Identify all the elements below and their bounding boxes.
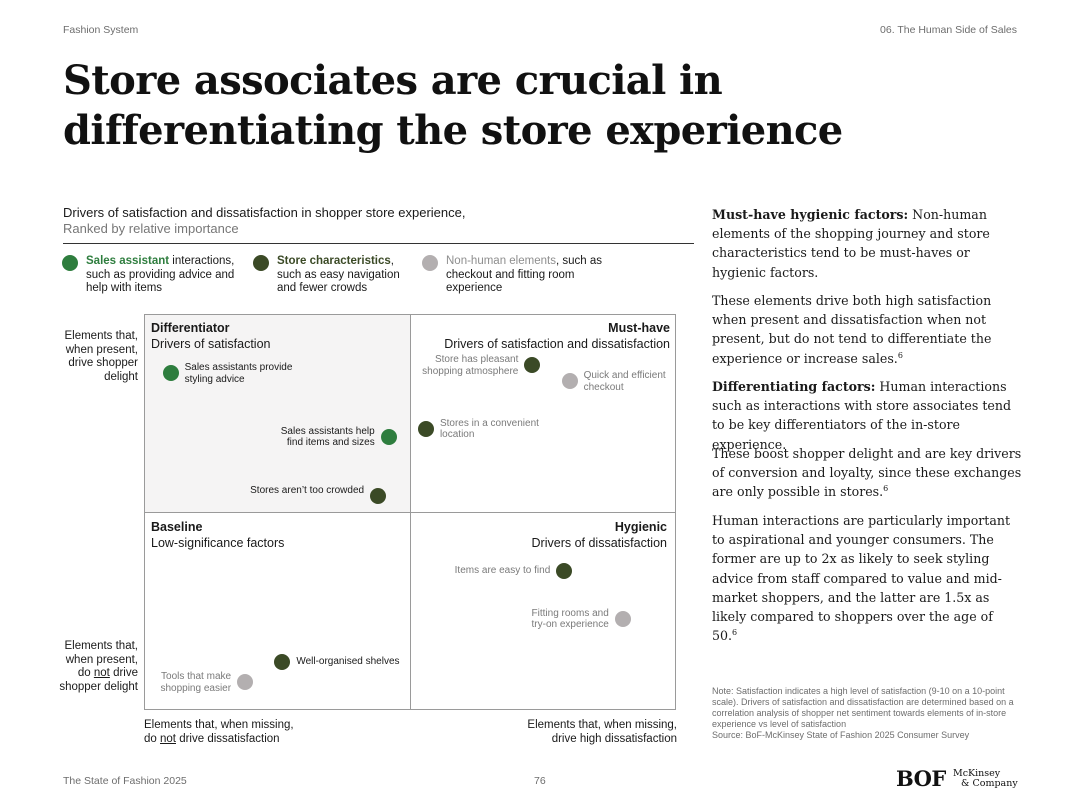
sidebar-para-must-have: Must-have hygienic factors: Non-human el… [712, 207, 990, 280]
legend-item-sales-assistant: Sales assistant interactions, such as pr… [62, 255, 246, 296]
quadrant-name: Must-have [608, 321, 670, 335]
chart-point [370, 488, 387, 505]
chart-point [556, 563, 573, 580]
quadrant-baseline [144, 512, 411, 710]
quadrant-name: Hygienic [614, 520, 667, 534]
legend-dot-non-human [422, 255, 438, 271]
legend-dot-store-characteristics [253, 255, 269, 271]
chart-point-label: Items are easy to find [454, 565, 551, 577]
bof-logo: BOF [896, 766, 946, 791]
chart-point-label: Sales assistants provide styling advice [184, 362, 293, 385]
subtitle-divider [63, 243, 694, 244]
chart-point-label: Well-organised shelves [296, 656, 400, 668]
chart-point-label: Sales assistants help find items and siz… [280, 425, 375, 449]
chart-point [417, 420, 434, 437]
sidebar-para-human-interactions: Human interactions are particularly impo… [712, 513, 1011, 644]
quadrant-desc: Drivers of satisfaction [151, 337, 271, 351]
page-number: 76 [534, 775, 546, 787]
legend-item-store-characteristics: Store characteristics, such as easy navi… [253, 255, 417, 296]
chart-point [274, 654, 291, 671]
chart-point-label: Stores in a convenient location [439, 417, 539, 441]
x-axis-label-left: Elements that, when missing, do not driv… [144, 719, 294, 745]
x-axis-label-right: Elements that, when missing, drive high … [527, 719, 677, 745]
quadrant-differentiator [144, 314, 411, 513]
footer-report-name: The State of Fashion 2025 [63, 775, 187, 787]
legend-desc: as checkout and fitting room experience [446, 255, 602, 294]
quadrant-label-must-have: Must-have Drivers of satisfaction and di… [444, 320, 670, 352]
y-axis-label-bottom: Elements that, when present, do not driv… [59, 640, 138, 693]
quadrant-hygienic [410, 512, 676, 710]
quadrant-label-baseline: Baseline Low-significance factors [151, 519, 284, 551]
chart-point-label: Store has pleasant shopping atmosphere [422, 354, 519, 377]
legend-item-non-human: Non-human elements, such as checkout and… [422, 255, 606, 296]
mckinsey-logo: McKinsey & Company [953, 768, 1018, 789]
chart-point-label: Tools that make shopping easier [160, 671, 232, 694]
chart-point [524, 357, 541, 374]
quadrant-desc: Low-significance factors [151, 536, 285, 550]
legend-desc: such as easy navigation and fewer crowds [277, 268, 400, 295]
sidebar-para-differentiating: Differentiating factors: Human interacti… [712, 379, 1012, 452]
y-axis-label-top: Elements that, when present, drive shopp… [64, 330, 138, 383]
quadrant-label-differentiator: Differentiator Drivers of satisfaction [151, 320, 270, 352]
chart-subtitle-ranking: Ranked by relative importance [63, 221, 239, 236]
chart-note: Note: Satisfaction indicates a high leve… [712, 686, 1014, 740]
quadrant-desc: Drivers of dissatisfaction [531, 536, 667, 550]
legend-strong-label: Non-human elements [446, 255, 556, 267]
legend-text: , [390, 255, 394, 267]
legend-text: , such [555, 255, 587, 267]
sidebar-para-differentiating-detail: These boost shopper delight and are key … [712, 446, 1022, 500]
quadrant-name: Baseline [151, 520, 203, 534]
chart-point [561, 373, 578, 390]
legend-desc: such as providing advice and help with i… [86, 268, 235, 295]
chart-point [380, 428, 397, 445]
quadrant-label-hygienic: Hygienic Drivers of dissatisfaction [532, 519, 667, 551]
chart-point-label: Stores aren’t too crowded [250, 485, 365, 497]
chart-point-label: Fitting rooms and try-on experience [531, 607, 609, 631]
legend-strong-label: Store characteristics [277, 255, 391, 267]
page-title: Store associates are crucial in differen… [63, 57, 843, 154]
sidebar-para-must-have-detail: These elements drive both high satisfact… [712, 293, 992, 366]
header-chapter-label: 06. The Human Side of Sales [880, 24, 1017, 36]
quadrant-desc: Drivers of satisfaction and dissatisfact… [444, 337, 670, 351]
chart-subtitle: Drivers of satisfaction and dissatisfact… [63, 205, 466, 220]
legend-strong-label: Sales assistant [86, 255, 170, 267]
chart-point [237, 674, 254, 691]
legend-text: interactions, [169, 255, 235, 267]
header-section-label: Fashion System [63, 24, 139, 36]
quadrant-name: Differentiator [151, 321, 230, 335]
legend-dot-sales-assistant [62, 255, 78, 271]
quadrant-must-have [410, 314, 676, 513]
chart-point [162, 365, 179, 382]
chart-point-label: Quick and efficient checkout [583, 370, 666, 393]
chart-point [614, 610, 631, 627]
